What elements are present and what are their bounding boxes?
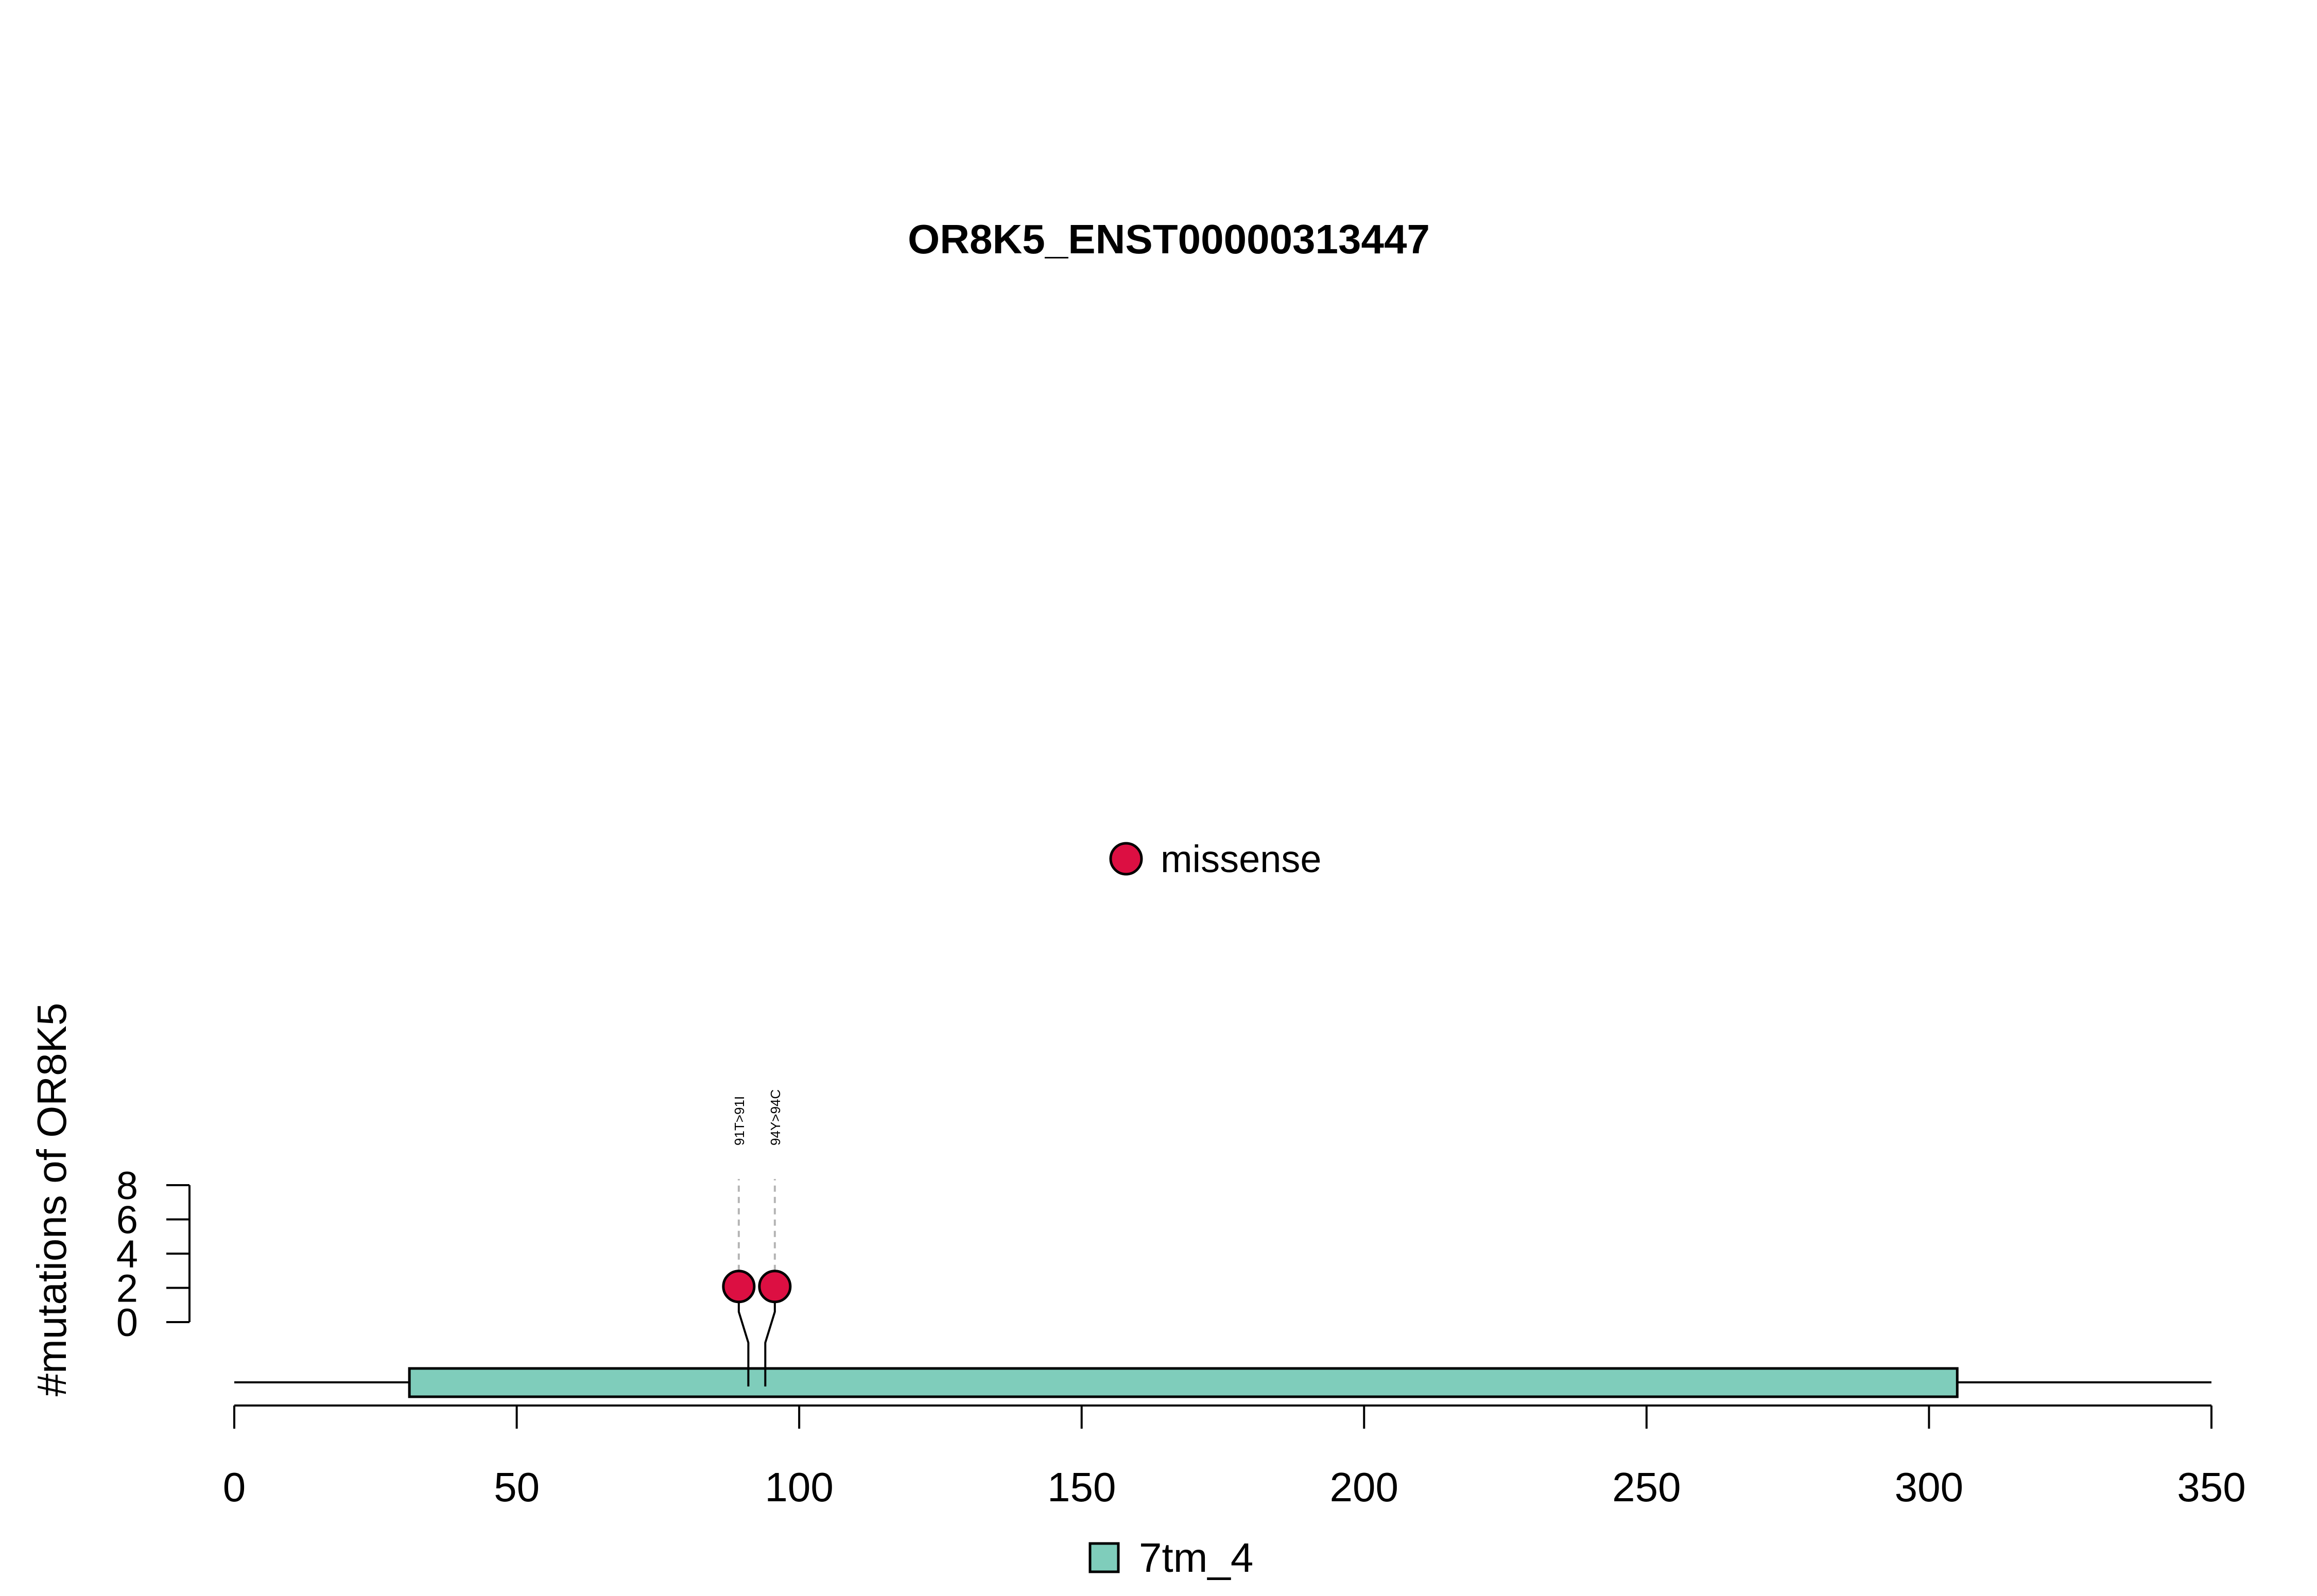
x-tick-label: 300: [1895, 1464, 1963, 1510]
domain-legend: 7tm_4: [1088, 1535, 1253, 1581]
x-tick-label: 50: [494, 1464, 540, 1510]
mutation-marker: [758, 1270, 792, 1304]
mutation-94Y>94C: 94Y>94C: [758, 1089, 792, 1386]
mutation-type-legend: missense: [1109, 838, 1322, 880]
mutation-label: 91T>91I: [732, 1096, 747, 1146]
legend-marker-missense: [1109, 842, 1143, 876]
chart-title: OR8K5_ENST00000313447: [908, 216, 1430, 262]
x-tick-label: 350: [2177, 1464, 2245, 1510]
y-tick-label: 8: [116, 1164, 138, 1208]
mutation-label: 94Y>94C: [768, 1089, 783, 1146]
domain-layer: [408, 1367, 1959, 1398]
y-tick-label: 2: [116, 1267, 138, 1311]
y-tick-label: 6: [116, 1199, 138, 1242]
domain-7tm_4: [408, 1367, 1959, 1398]
legend-swatch-7tm_4: [1088, 1542, 1120, 1573]
legend-label-7tm_4: 7tm_4: [1139, 1535, 1253, 1581]
y-axis-title: #mutations of OR8K5: [29, 1003, 75, 1397]
x-tick-label: 150: [1047, 1464, 1116, 1510]
x-axis: 0 50 100 150 200 250 300 350: [223, 1404, 2246, 1510]
y-tick-label: 0: [116, 1301, 138, 1345]
x-tick-label: 200: [1330, 1464, 1398, 1510]
x-tick-label: 250: [1612, 1464, 1681, 1510]
mutation-layer: 91T>91I 94Y>94C: [722, 1089, 792, 1386]
legend-label-missense: missense: [1161, 838, 1322, 880]
mutation-91T>91I: 91T>91I: [722, 1096, 756, 1386]
y-tick-label: 4: [116, 1233, 138, 1276]
x-tick-label: 0: [223, 1464, 246, 1510]
x-tick-label: 100: [765, 1464, 833, 1510]
mutation-marker: [722, 1270, 756, 1304]
